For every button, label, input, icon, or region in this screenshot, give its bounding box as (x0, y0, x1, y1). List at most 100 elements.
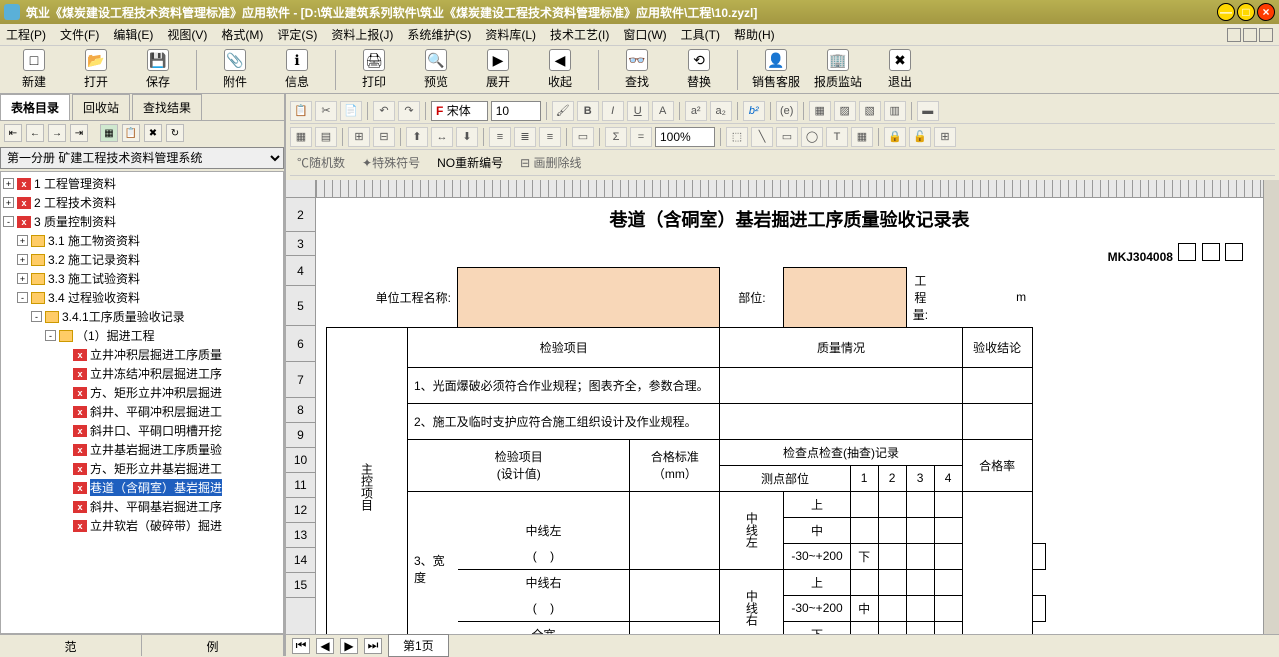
sel-button[interactable]: ⬚ (726, 127, 748, 147)
italic-button[interactable]: I (602, 101, 624, 121)
nav-first[interactable]: ⏮ (292, 638, 310, 654)
cut-button[interactable]: ✂ (315, 101, 337, 121)
nav-last[interactable]: ⏭ (364, 638, 382, 654)
menu-file[interactable]: 文件(F) (60, 26, 99, 43)
toolbar-预览[interactable]: 🔍预览 (412, 49, 460, 90)
row-num[interactable]: 10 (286, 448, 315, 473)
expand-icon[interactable]: + (3, 178, 14, 189)
menu-window[interactable]: 窗口(W) (623, 26, 666, 43)
zoom-select[interactable]: 100% (655, 127, 715, 147)
toolbar-打开[interactable]: 📂打开 (72, 49, 120, 90)
row-num[interactable]: 8 (286, 398, 315, 423)
row-num[interactable]: 12 (286, 498, 315, 523)
nav-next[interactable]: → (48, 124, 66, 142)
menu-maintain[interactable]: 系统维护(S) (407, 26, 471, 43)
toolbar-替换[interactable]: ⟲替换 (675, 49, 723, 90)
row-num[interactable]: 15 (286, 573, 315, 598)
menu-edit[interactable]: 编辑(E) (113, 26, 153, 43)
renumber-button[interactable]: NO重新编号 (430, 153, 510, 173)
sigma-button[interactable]: Σ (605, 127, 627, 147)
code-box[interactable] (1202, 243, 1220, 261)
hatch4-button[interactable]: ▥ (884, 101, 906, 121)
hatch3-button[interactable]: ▧ (859, 101, 881, 121)
minimize-button[interactable]: — (1217, 3, 1235, 21)
toolbar-收起[interactable]: ◀收起 (536, 49, 584, 90)
toolbar-展开[interactable]: ▶展开 (474, 49, 522, 90)
collapse-icon[interactable]: - (3, 216, 14, 227)
menu-help[interactable]: 帮助(H) (734, 26, 775, 43)
rect-button[interactable]: ▭ (776, 127, 798, 147)
split-button[interactable]: ⊟ (373, 127, 395, 147)
hatch1-button[interactable]: ▦ (809, 101, 831, 121)
random-button[interactable]: ℃随机数 (290, 153, 352, 173)
align-mid[interactable]: ↔ (431, 127, 453, 147)
grid1-button[interactable]: ▦ (290, 127, 312, 147)
font-name-select[interactable]: F 宋体 (431, 101, 488, 121)
underline-button[interactable]: U (627, 101, 649, 121)
rate[interactable] (962, 491, 1032, 634)
tab-search[interactable]: 查找结果 (132, 94, 202, 120)
toolbar-打印[interactable]: 🖨打印 (350, 49, 398, 90)
expand-icon[interactable]: + (17, 254, 28, 265)
tree-view[interactable]: +x1 工程管理资料 +x2 工程技术资料 -x3 质量控制资料 +3.1 施工… (0, 171, 284, 634)
pic-button[interactable]: ▦ (851, 127, 873, 147)
tree-refresh[interactable]: ↻ (166, 124, 184, 142)
text-button[interactable]: T (826, 127, 848, 147)
super-button[interactable]: a² (685, 101, 707, 121)
sheet-area[interactable]: 巷道（含硐室）基岩掘进工序质量验收记录表 MKJ304008 单位工程名称: 部… (316, 180, 1263, 634)
bold-button[interactable]: B (577, 101, 599, 121)
expand-icon[interactable]: + (3, 197, 14, 208)
hatch2-button[interactable]: ▨ (834, 101, 856, 121)
row-num[interactable]: 2 (286, 198, 315, 232)
unit-input[interactable] (458, 268, 720, 328)
strikeline-button[interactable]: ⊟ 画删除线 (513, 153, 588, 173)
toolbar-退出[interactable]: ✖退出 (876, 49, 924, 90)
font-size-select[interactable]: 10 (491, 101, 541, 121)
lock-button[interactable]: 🔒 (884, 127, 906, 147)
val[interactable] (850, 491, 878, 517)
toolbar-报质监站[interactable]: 🏢报质监站 (814, 49, 862, 90)
row-num[interactable]: 13 (286, 523, 315, 548)
nav-prev[interactable]: ◀ (316, 638, 334, 654)
align-right[interactable]: ≡ (539, 127, 561, 147)
fill-button[interactable]: ▬ (917, 101, 939, 121)
vertical-scrollbar[interactable] (1263, 180, 1279, 634)
tree-copy[interactable]: 📋 (122, 124, 140, 142)
b2-button[interactable]: b² (743, 101, 765, 121)
tab-recycle[interactable]: 回收站 (72, 94, 130, 120)
row-num[interactable]: 7 (286, 362, 315, 398)
paren-button[interactable]: (e) (776, 101, 798, 121)
nav-prev[interactable]: ← (26, 124, 44, 142)
special-button[interactable]: ✦特殊符号 (355, 153, 427, 173)
part-input[interactable] (784, 268, 906, 328)
qual-cell[interactable] (720, 367, 962, 403)
border-button[interactable]: ▭ (572, 127, 594, 147)
res-cell[interactable] (962, 367, 1032, 403)
nav-last[interactable]: ⇥ (70, 124, 88, 142)
tab-tree[interactable]: 表格目录 (0, 94, 70, 120)
circle-button[interactable]: ◯ (801, 127, 823, 147)
redo-button[interactable]: ↷ (398, 101, 420, 121)
toolbar-新建[interactable]: □新建 (10, 49, 58, 90)
expand-icon[interactable]: + (17, 235, 28, 246)
qty-input[interactable]: m (934, 268, 1032, 328)
val[interactable] (906, 491, 934, 517)
align-center[interactable]: ≣ (514, 127, 536, 147)
menu-project[interactable]: 工程(P) (6, 26, 46, 43)
row-num[interactable]: 9 (286, 423, 315, 448)
volume-select[interactable]: 第一分册 矿建工程技术资料管理系统 (0, 147, 284, 169)
menu-lib[interactable]: 资料库(L) (485, 26, 536, 43)
row-num[interactable]: 11 (286, 473, 315, 498)
group-button[interactable]: ⊞ (934, 127, 956, 147)
unlock-button[interactable]: 🔓 (909, 127, 931, 147)
tree-del[interactable]: ✖ (144, 124, 162, 142)
res-cell[interactable] (962, 403, 1032, 439)
nav-next[interactable]: ▶ (340, 638, 358, 654)
code-box[interactable] (1225, 243, 1243, 261)
tree-add[interactable]: ▦ (100, 124, 118, 142)
maximize-button[interactable]: □ (1237, 3, 1255, 21)
close-button[interactable]: × (1257, 3, 1275, 21)
grid2-button[interactable]: ▤ (315, 127, 337, 147)
collapse-icon[interactable]: - (31, 311, 42, 322)
equals-button[interactable]: = (630, 127, 652, 147)
